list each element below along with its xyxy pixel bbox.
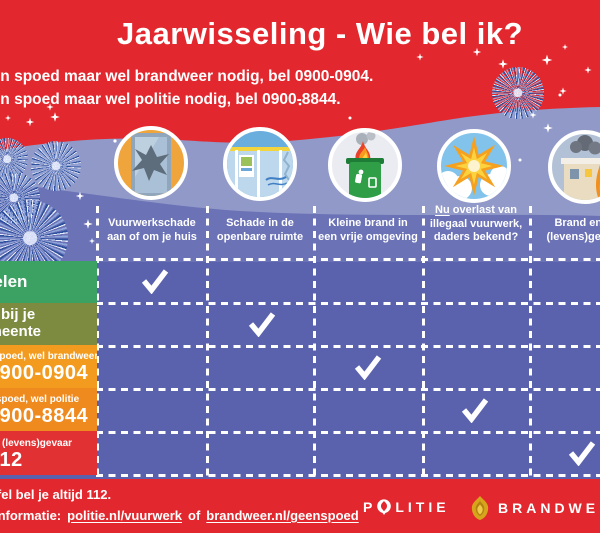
page-title: Jaarwisseling - Wie bel ik? xyxy=(116,16,524,51)
footer-info-prefix: Meer informatie: xyxy=(0,508,62,523)
footer-link-separator: of xyxy=(188,508,201,523)
grid-line-h xyxy=(96,474,600,477)
brandweer-emblem-icon xyxy=(471,496,489,520)
burning-trash-bin-icon xyxy=(328,128,402,202)
checkmark-icon xyxy=(354,355,382,380)
grid-line-v xyxy=(313,206,316,477)
grid-line-h xyxy=(96,431,600,434)
grid-line-h xyxy=(96,302,600,305)
checkmark-icon xyxy=(461,398,489,423)
checkmark-icon xyxy=(568,441,596,466)
subline-politie: Geen spoed maar wel politie nodig, bel 0… xyxy=(0,91,341,108)
politie-emblem-icon xyxy=(377,499,392,515)
damaged-bus-shelter-icon xyxy=(223,127,297,201)
row-label-gemeente: Meld het bij je gemeente xyxy=(0,303,97,345)
checkmark-icon xyxy=(248,312,276,337)
row-label-spoed-112: Spoed en/of (levens)gevaar 112 xyxy=(0,431,97,475)
fireworks-burst-icon xyxy=(492,67,544,119)
grid-line-h xyxy=(96,258,600,261)
grid-line-v xyxy=(529,206,532,477)
link-brandweer-geenspoed[interactable]: brandweer.nl/geenspoed xyxy=(206,508,359,523)
footer-info: Meer informatie: politie.nl/vuurwerk ofbra… xyxy=(0,508,359,523)
row-label-zelf-regelen: Zelf regelen xyxy=(0,261,97,303)
column-header-1: Vuurwerkschade aan of om je huis xyxy=(107,217,197,243)
checkmark-icon xyxy=(141,269,169,294)
fireworks-explosion-icon xyxy=(437,129,511,203)
fireworks-burst-icon xyxy=(31,141,81,191)
subline-brandweer: Geen spoed maar wel brandweer nodig, bel… xyxy=(0,68,374,85)
brandweer-logo: BRANDWEER xyxy=(468,494,600,522)
row-label-brandweer-0900-0904: Geen spoed, wel brandweer 0900-0904 xyxy=(0,345,97,388)
row-label-politie-0900-8844: Geen spoed, wel politie 0900-8844 xyxy=(0,388,97,431)
grid-line-v xyxy=(206,206,209,477)
grid-line-h xyxy=(96,388,600,391)
column-header-2: Schade in de openbare ruimte xyxy=(216,217,304,243)
column-header-5: Brand en/of (levens)gevaar xyxy=(546,217,600,243)
link-politie-vuurwerk[interactable]: politie.nl/vuurwerk xyxy=(67,508,182,523)
grid-line-v xyxy=(422,206,425,477)
politie-logo: P LITIE xyxy=(363,499,450,515)
grid-line-v xyxy=(96,206,99,477)
house-fire-icon xyxy=(548,130,600,204)
nu-underlined: Nu xyxy=(435,204,450,216)
grid-line-h xyxy=(96,345,600,348)
broken-window-icon xyxy=(114,126,188,200)
column-header-4: Nu overlast van illegaal vuurwerk, dader… xyxy=(429,204,523,243)
column-header-3: Kleine brand in een vrije omgeving xyxy=(318,217,418,243)
footer-advice: Bij twijfel bel je altijd 112. xyxy=(0,487,112,502)
